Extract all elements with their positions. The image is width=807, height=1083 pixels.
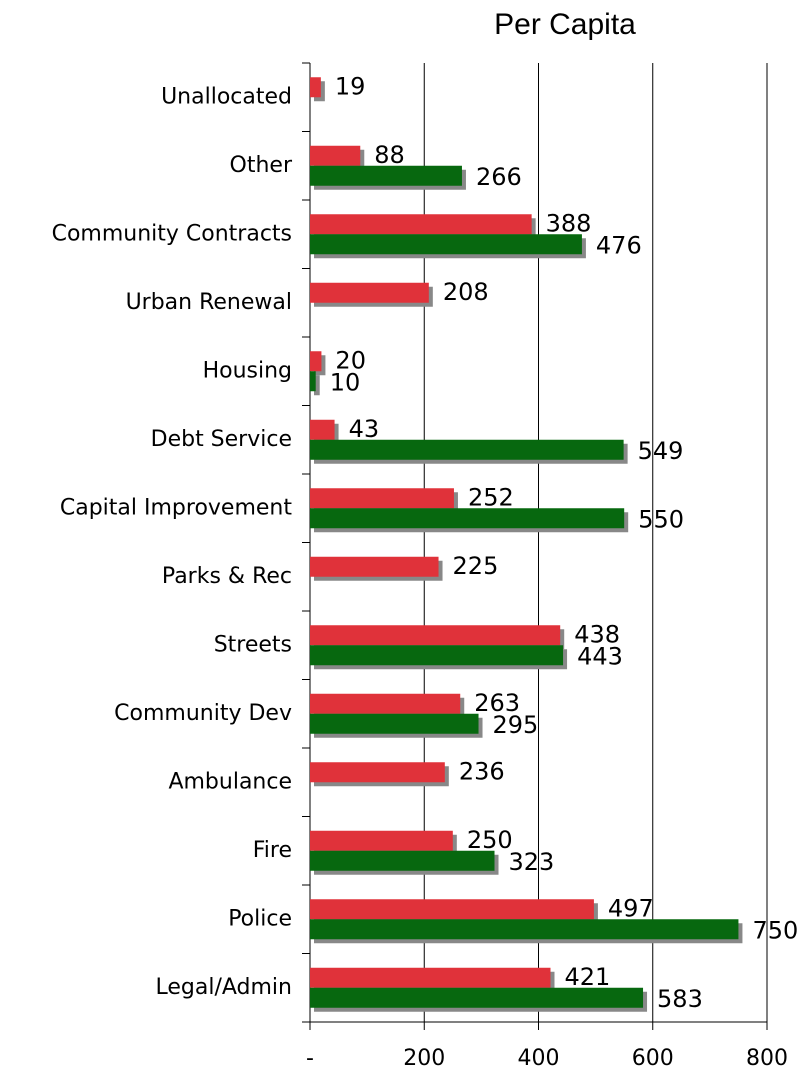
x-tick-label: 600 <box>632 1046 674 1071</box>
y-tick-label: Community Contracts <box>52 221 292 246</box>
bar <box>310 987 644 1008</box>
value-label: 250 <box>467 826 513 854</box>
y-tick-label: Streets <box>214 632 292 657</box>
bar <box>310 625 561 646</box>
chart-title: Per Capita <box>494 8 636 41</box>
bar <box>310 351 322 372</box>
y-tick-label: Ambulance <box>168 769 292 794</box>
bar <box>310 439 624 460</box>
value-label: 19 <box>335 72 366 100</box>
bar <box>310 693 461 714</box>
value-label: 421 <box>564 963 610 991</box>
bar <box>310 967 551 988</box>
bar <box>310 919 739 940</box>
bar <box>310 830 453 851</box>
bar <box>310 488 454 509</box>
value-label: 443 <box>577 642 623 670</box>
value-label: 88 <box>374 141 405 169</box>
value-label: 550 <box>638 505 684 533</box>
value-label: 295 <box>493 711 539 739</box>
value-label: 323 <box>509 848 555 876</box>
value-label: 252 <box>468 483 514 511</box>
x-tick-label: 200 <box>403 1046 445 1071</box>
y-tick-label: Legal/Admin <box>156 975 293 1000</box>
y-tick-label: Capital Improvement <box>60 495 293 520</box>
y-tick-label: Urban Renewal <box>126 290 292 315</box>
bar <box>310 145 361 166</box>
bar <box>310 762 445 783</box>
value-label: 208 <box>443 278 489 306</box>
bar <box>310 234 582 255</box>
value-label: 266 <box>476 163 522 191</box>
value-label: 750 <box>752 916 798 944</box>
value-label: 476 <box>596 231 642 259</box>
y-tick-label: Other <box>230 153 293 178</box>
y-tick-label: Community Dev <box>114 701 292 726</box>
value-label: 497 <box>608 894 654 922</box>
bar <box>310 371 316 392</box>
y-tick-label: Housing <box>203 358 292 383</box>
value-label: 20 <box>335 346 366 374</box>
value-label: 438 <box>574 620 620 648</box>
x-tick-label: - <box>306 1046 314 1071</box>
bar <box>310 282 429 303</box>
x-tick-label: 400 <box>518 1046 560 1071</box>
y-tick-label: Fire <box>253 838 292 863</box>
y-tick-label: Unallocated <box>161 84 292 109</box>
bar <box>310 645 564 666</box>
value-label: 263 <box>474 689 520 717</box>
value-label: 225 <box>453 552 499 580</box>
value-label: 583 <box>657 985 703 1013</box>
value-label: 236 <box>459 757 505 785</box>
bar <box>310 508 625 529</box>
value-label: 10 <box>330 368 361 396</box>
bar <box>310 214 532 235</box>
y-tick-label: Debt Service <box>151 427 292 452</box>
bar <box>310 419 335 440</box>
value-label: 549 <box>638 437 684 465</box>
bar <box>310 556 439 577</box>
bar <box>310 77 321 98</box>
bar <box>310 899 594 920</box>
bar <box>310 713 479 734</box>
bar <box>310 850 495 871</box>
bar-shadow <box>314 375 320 396</box>
y-tick-label: Police <box>228 906 292 931</box>
value-label: 43 <box>349 415 380 443</box>
bar <box>310 165 462 186</box>
x-tick-label: 800 <box>746 1046 788 1071</box>
y-tick-label: Parks & Rec <box>162 564 292 589</box>
value-label: 388 <box>546 209 592 237</box>
